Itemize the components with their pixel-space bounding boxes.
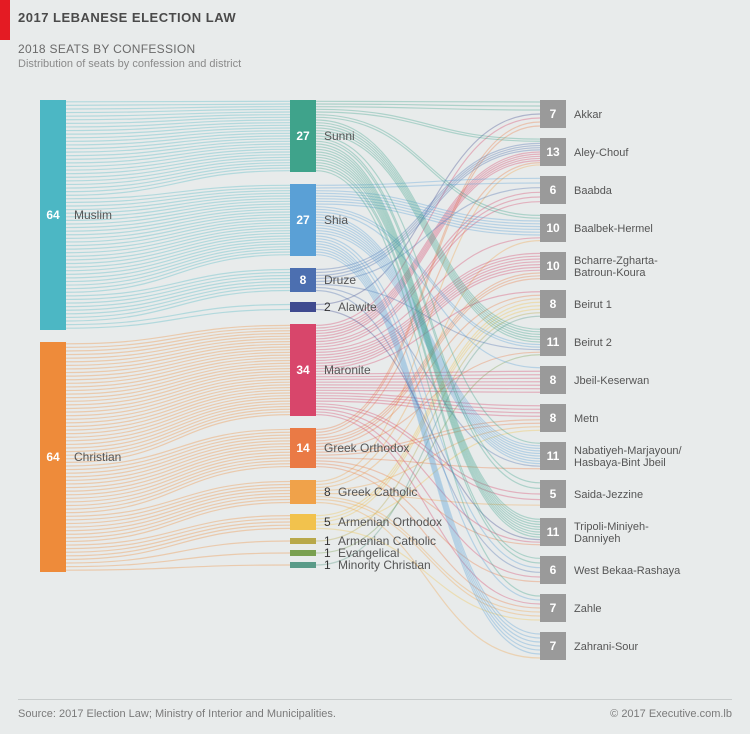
religion-label: Muslim [74, 208, 112, 222]
confession-value: 27 [296, 213, 310, 227]
confession-label: Druze [324, 273, 356, 287]
district-label: Zahle [574, 603, 602, 615]
sankey-chart: 64Muslim64Christian27Sunni27Shia8Druze2A… [0, 80, 750, 700]
district-label: Metn [574, 413, 598, 425]
district-value: 7 [550, 639, 557, 653]
confession-node [290, 514, 316, 530]
district-label: West Bekaa-Rashaya [574, 565, 681, 577]
district-value: 13 [546, 145, 560, 159]
confession-node [290, 302, 316, 312]
confession-label: Minority Christian [338, 558, 431, 572]
district-label: Baabda [574, 185, 613, 197]
link-religion-confession [66, 107, 290, 109]
district-value: 7 [550, 107, 557, 121]
confession-label: Armenian Orthodox [338, 515, 442, 529]
link-religion-confession [66, 188, 290, 202]
district-label: Baalbek-Hermel [574, 223, 653, 235]
confession-value: 34 [296, 363, 310, 377]
link-confession-district [316, 101, 540, 102]
link-religion-confession [66, 305, 290, 325]
page-title: 2017 LEBANESE ELECTION LAW [18, 10, 236, 25]
district-label: Beirut 2 [574, 337, 612, 349]
district-value: 11 [547, 525, 560, 539]
link-confession-district [316, 104, 540, 106]
district-value: 11 [547, 449, 560, 463]
district-label: Bcharre-Zgharta-Batroun-Koura [574, 255, 658, 279]
confession-label: Sunni [324, 129, 355, 143]
religion-label: Christian [74, 450, 121, 464]
link-confession-district [316, 107, 540, 110]
confession-node [290, 538, 316, 544]
link-confession-district [316, 388, 540, 389]
accent-tab [0, 0, 10, 40]
confession-label: Greek Orthodox [324, 441, 409, 455]
copyright-text: © 2017 Executive.com.lb [610, 708, 732, 720]
confession-value: 27 [296, 129, 310, 143]
link-religion-confession [66, 104, 290, 105]
confession-node [290, 480, 316, 504]
confession-node [290, 562, 316, 568]
district-label: Zahrani-Sour [574, 641, 639, 653]
district-value: 5 [550, 487, 557, 501]
confession-label: Alawite [338, 300, 377, 314]
district-value: 8 [550, 297, 557, 311]
district-value: 7 [550, 601, 557, 615]
confession-value: 5 [324, 515, 331, 529]
confession-label: Greek Catholic [338, 485, 417, 499]
confession-node [290, 550, 316, 556]
district-label: Nabatiyeh-Marjayoun/Hasbaya-Bint Jbeil [574, 445, 683, 469]
district-label: Saida-Jezzine [574, 489, 643, 501]
religion-value: 64 [46, 450, 60, 464]
district-value: 8 [550, 373, 557, 387]
district-label: Tripoli-Miniyeh-Danniyeh [574, 521, 649, 545]
district-value: 10 [546, 259, 560, 273]
subtitle-desc: Distribution of seats by confession and … [18, 58, 241, 70]
confession-label: Shia [324, 213, 348, 227]
header: 2017 LEBANESE ELECTION LAW [18, 10, 236, 25]
confession-value: 8 [324, 485, 331, 499]
district-label: Akkar [574, 109, 602, 121]
district-label: Jbeil-Keserwan [574, 375, 649, 387]
district-value: 6 [550, 563, 557, 577]
district-label: Beirut 1 [574, 299, 612, 311]
district-value: 10 [546, 221, 560, 235]
source-text: Source: 2017 Election Law; Ministry of I… [18, 708, 336, 720]
religion-value: 64 [46, 208, 60, 222]
district-value: 8 [550, 411, 557, 425]
confession-value: 2 [324, 300, 331, 314]
confession-value: 1 [324, 558, 331, 572]
footer: Source: 2017 Election Law; Ministry of I… [18, 699, 732, 720]
district-value: 11 [547, 335, 560, 349]
subtitle-block: 2018 SEATS BY CONFESSION Distribution of… [18, 42, 241, 70]
confession-label: Maronite [324, 363, 371, 377]
link-confession-district [316, 378, 540, 379]
subtitle-main: 2018 SEATS BY CONFESSION [18, 42, 241, 56]
confession-value: 8 [300, 273, 307, 287]
confession-value: 14 [296, 441, 310, 455]
district-value: 6 [550, 183, 557, 197]
link-religion-confession [66, 398, 290, 440]
district-label: Aley-Chouf [574, 147, 629, 159]
